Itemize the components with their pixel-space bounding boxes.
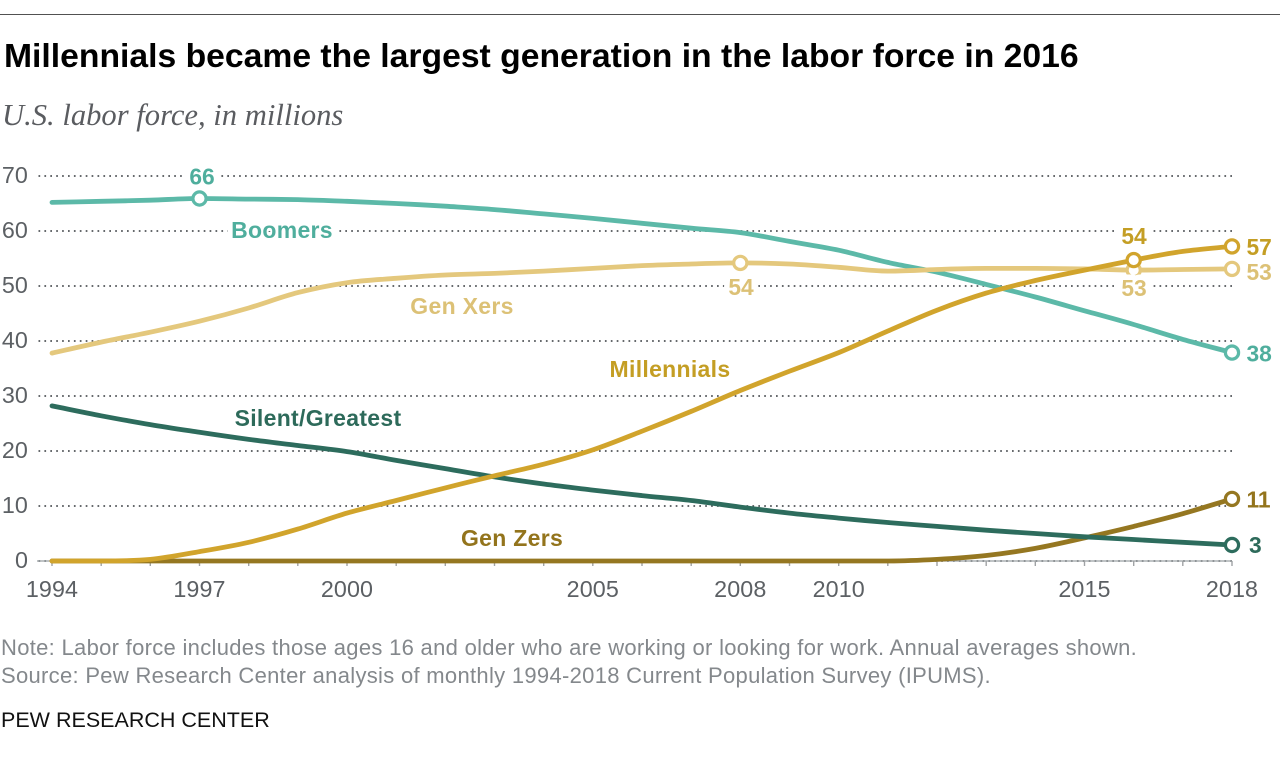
svg-text:70: 70 (2, 162, 28, 188)
svg-text:Millennials: Millennials (610, 356, 731, 382)
svg-text:10: 10 (2, 492, 28, 518)
svg-text:0: 0 (15, 547, 28, 573)
svg-text:1997: 1997 (173, 576, 225, 602)
svg-text:2008: 2008 (714, 576, 766, 602)
svg-text:60: 60 (2, 217, 28, 243)
svg-text:Boomers: Boomers (231, 217, 333, 243)
svg-text:38: 38 (1247, 341, 1272, 367)
svg-text:54: 54 (728, 274, 754, 300)
svg-text:2018: 2018 (1206, 576, 1258, 602)
svg-text:53: 53 (1121, 275, 1146, 301)
svg-text:Gen Zers: Gen Zers (461, 525, 563, 551)
svg-text:2005: 2005 (567, 576, 619, 602)
svg-text:57: 57 (1247, 234, 1272, 260)
svg-text:11: 11 (1247, 487, 1271, 513)
svg-text:3: 3 (1249, 532, 1262, 558)
svg-text:2015: 2015 (1058, 576, 1110, 602)
svg-text:30: 30 (2, 382, 28, 408)
svg-text:2010: 2010 (813, 576, 865, 602)
svg-text:2000: 2000 (321, 576, 373, 602)
svg-text:40: 40 (2, 327, 28, 353)
svg-text:66: 66 (189, 164, 214, 190)
svg-text:54: 54 (1121, 223, 1147, 249)
svg-text:50: 50 (2, 272, 28, 298)
svg-text:20: 20 (2, 437, 28, 463)
svg-text:53: 53 (1247, 259, 1272, 285)
svg-text:1994: 1994 (26, 576, 78, 602)
svg-text:Silent/Greatest: Silent/Greatest (235, 405, 402, 431)
svg-text:Gen Xers: Gen Xers (410, 293, 513, 319)
